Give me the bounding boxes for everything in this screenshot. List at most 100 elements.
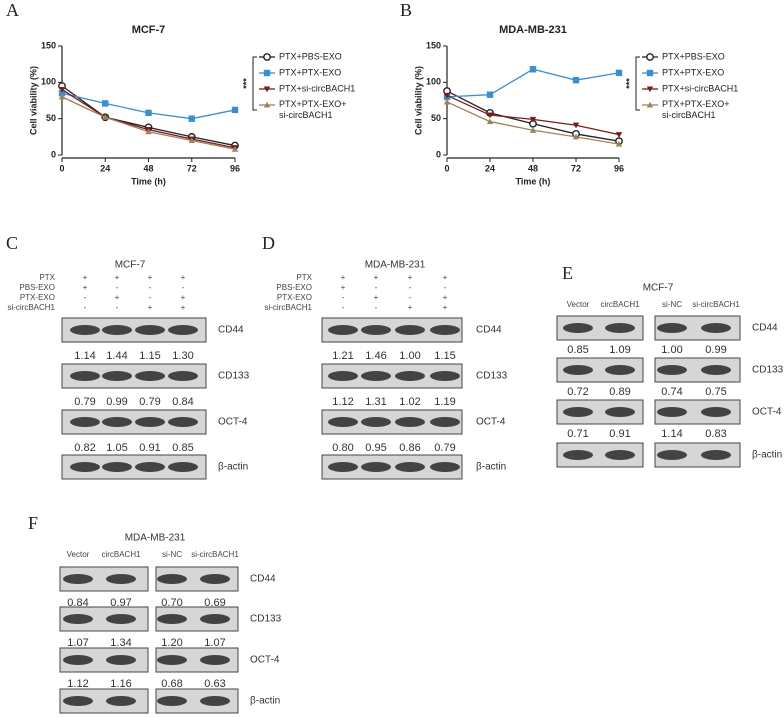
band-quantity: 1.00: [661, 344, 682, 356]
blot-band: [657, 365, 687, 375]
band-quantity: 0.70: [161, 597, 182, 609]
blot-band: [605, 323, 635, 333]
band-quantity: 0.83: [705, 428, 726, 440]
band-quantity: 1.07: [67, 637, 88, 649]
blot-band: [395, 417, 425, 427]
blot-band: [328, 417, 358, 427]
x-tick-label: 96: [230, 163, 240, 173]
line: [446, 68, 620, 98]
marker: [231, 145, 239, 152]
panel-letter: D: [262, 233, 275, 253]
band-quantity: 1.12: [67, 678, 88, 690]
marker: [102, 114, 109, 120]
band-quantity: 0.99: [106, 396, 127, 408]
band-quantity: 1.14: [661, 428, 682, 440]
treatment-sign: +: [181, 293, 186, 302]
treatment-sign: +: [374, 293, 379, 302]
blot-band: [70, 371, 100, 381]
blot-band: [102, 462, 132, 472]
lane-label: si-circBACH1: [692, 300, 740, 309]
blot-band: [70, 417, 100, 427]
blot-band: [102, 325, 132, 335]
lane-label: si-NC: [162, 550, 182, 559]
marker: [58, 93, 66, 100]
blot-band: [157, 574, 187, 584]
band-quantity: 1.16: [110, 678, 131, 690]
treatment-label: PTX-EXO: [20, 293, 55, 302]
chart-title: MCF-7: [132, 24, 166, 36]
marker: [572, 76, 580, 84]
blot-band: [200, 696, 230, 706]
panel-letter: B: [400, 0, 412, 20]
lane-label: circBACH1: [600, 300, 640, 309]
y-tick-label: 0: [436, 149, 441, 159]
treatment-sign: -: [342, 303, 345, 312]
protein-label: OCT-4: [250, 655, 280, 666]
treatment-sign: +: [443, 273, 448, 282]
blot-band: [657, 407, 687, 417]
band-quantity: 0.75: [705, 386, 726, 398]
band-quantity: 1.15: [139, 350, 160, 362]
blot-band: [657, 323, 687, 333]
blot-band: [168, 325, 198, 335]
treatment-label: PTX: [39, 273, 55, 282]
blot-band: [102, 371, 132, 381]
legend-label: PTX+PTX-EXO: [662, 67, 724, 77]
x-tick-label: 0: [59, 163, 64, 173]
marker: [529, 66, 537, 73]
marker: [572, 122, 580, 129]
lane-label: si-NC: [662, 300, 682, 309]
treatment-sign: -: [84, 303, 87, 312]
blot-band: [605, 365, 635, 375]
band-quantity: 0.82: [74, 442, 95, 454]
marker: [102, 100, 109, 107]
lane-label: si-circBACH1: [191, 550, 239, 559]
blot-band: [605, 450, 635, 460]
blot-band: [605, 407, 635, 417]
blot-band: [563, 407, 593, 417]
blot-band: [701, 365, 731, 375]
band-quantity: 0.79: [74, 396, 95, 408]
blot-band: [168, 417, 198, 427]
x-tick-label: 72: [571, 163, 581, 173]
marker: [486, 91, 494, 98]
y-tick-label: 150: [426, 40, 441, 50]
line: [61, 89, 236, 149]
band-quantity: 1.09: [609, 344, 630, 356]
band-quantity: 1.31: [365, 396, 386, 408]
treatment-label: PBS-EXO: [19, 283, 55, 292]
treatment-sign: +: [408, 303, 413, 312]
treatment-sign: -: [375, 283, 378, 292]
treatment-sign: +: [443, 303, 448, 312]
marker: [263, 86, 271, 93]
marker: [188, 115, 195, 122]
legend-label: PTX+PTX-EXO+ si-circBACH1: [279, 99, 347, 120]
x-axis-label: Time (h): [131, 176, 166, 186]
marker: [263, 69, 271, 77]
blot-band: [361, 325, 391, 335]
marker: [58, 90, 66, 97]
y-tick-label: 0: [51, 149, 56, 159]
band-quantity: 0.85: [172, 442, 193, 454]
band-quantity: 1.30: [172, 350, 193, 362]
marker: [615, 132, 623, 138]
protein-label: OCT-4: [476, 417, 506, 428]
y-tick-label: 150: [41, 40, 56, 50]
treatment-sign: +: [374, 273, 379, 282]
lane-label: Vector: [567, 300, 590, 309]
band-quantity: 1.44: [106, 350, 127, 362]
blot-title: MDA-MB-231: [365, 260, 426, 271]
band-quantity: 0.95: [365, 442, 386, 454]
blot-band: [106, 655, 136, 665]
marker: [145, 128, 152, 135]
treatment-sign: -: [116, 303, 119, 312]
panel-letter: C: [6, 233, 18, 253]
blot-band: [200, 655, 230, 665]
treatment-sign: -: [149, 293, 152, 302]
treatment-sign: +: [408, 273, 413, 282]
marker: [443, 92, 451, 99]
band-quantity: 0.91: [139, 442, 160, 454]
legend-label: PTX+PTX-EXO+ si-circBACH1: [662, 99, 730, 120]
marker: [486, 118, 494, 125]
